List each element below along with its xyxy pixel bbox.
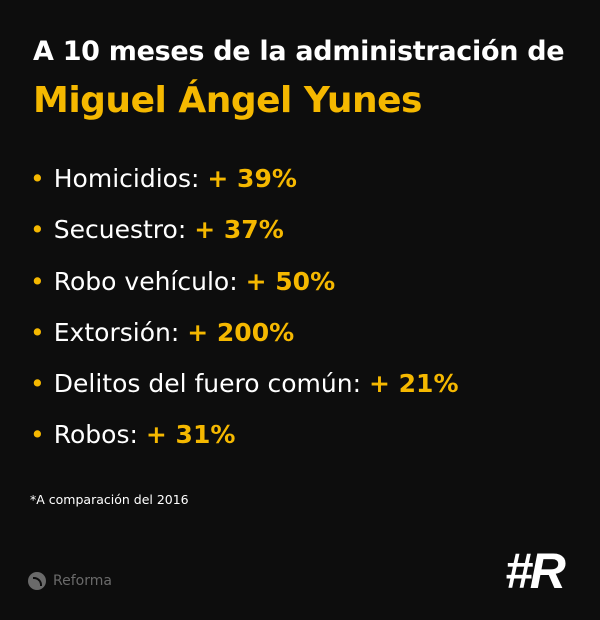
item-label: Robo vehículo: [53, 266, 238, 296]
rss-icon [28, 572, 46, 590]
statistics-list: • Homicidios: + 39% • Secuestro: + 37% • Robo… [30, 164, 459, 472]
item-value: + 21% [369, 369, 459, 399]
headline-name: Miguel Ángel Yunes [33, 80, 422, 121]
footnote: *A comparación del 2016 [30, 492, 189, 507]
list-item: • Robo vehículo: + 50% [30, 267, 459, 318]
hashtag-r-logo: #R [505, 543, 566, 599]
brand-credit: Reforma [28, 572, 112, 590]
item-value: + 50% [245, 266, 336, 296]
bullet-icon: • [30, 215, 45, 245]
bullet-icon: • [30, 317, 45, 347]
item-value: + 31% [145, 420, 236, 450]
headline: A 10 meses de la administración de [33, 36, 565, 67]
bullet-icon: • [30, 420, 45, 450]
item-value: + 37% [194, 215, 284, 245]
item-label: Robos: [53, 420, 138, 450]
brand-name: Reforma [53, 573, 112, 589]
item-label: Homicidios: [53, 164, 200, 193]
list-item: • Extorsión: + 200% [30, 318, 459, 369]
item-label: Extorsión: [53, 317, 180, 347]
list-item: • Delitos del fuero común: + 21% [30, 369, 459, 420]
list-item: • Robos: + 31% [30, 420, 459, 471]
item-value: + 39% [207, 164, 297, 193]
item-label: Secuestro: [53, 215, 187, 245]
bullet-icon: • [30, 369, 45, 399]
list-item: • Homicidios: + 39% [30, 164, 459, 215]
bullet-icon: • [30, 266, 45, 296]
bullet-icon: • [30, 164, 45, 193]
list-item: • Secuestro: + 37% [30, 215, 459, 266]
item-label: Delitos del fuero común: [53, 369, 361, 399]
item-value: + 200% [187, 317, 295, 347]
